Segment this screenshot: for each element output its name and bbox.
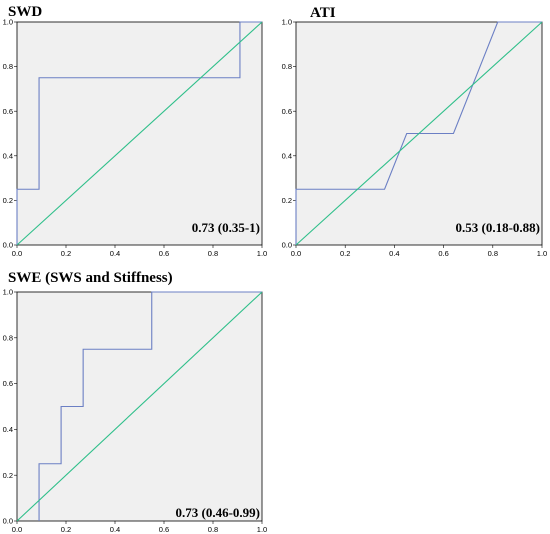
roc-curve bbox=[38, 291, 262, 521]
reference-diagonal bbox=[16, 291, 263, 522]
panel-title: SWD bbox=[8, 4, 42, 20]
auc-annotation: 0.53 (0.18-0.88) bbox=[456, 220, 541, 235]
x-tick-label: 0.0 bbox=[12, 525, 22, 534]
panel-title: SWE (SWS and Stiffness) bbox=[8, 270, 173, 286]
x-tick-label: 0.2 bbox=[340, 249, 350, 258]
roc-panel-3: 0.0 0.2 0.4 0.6 0.8 1.0 0.0 0.2 0.4 0.6 0.8 1.0 SWE … bbox=[3, 270, 268, 534]
roc-panel-1: 0.0 0.2 0.4 0.6 0.8 1.00.00.20.40.60.81.0SWD0… bbox=[3, 4, 268, 258]
y-tick-label: 0.0 bbox=[3, 241, 13, 250]
x-tick-label: 0.0 bbox=[291, 249, 301, 258]
y-tick-label: 1.0 bbox=[282, 18, 292, 27]
reference-diagonal bbox=[16, 21, 263, 246]
y-tick-label: 0.8 bbox=[3, 333, 13, 342]
auc-annotation: 0.73 (0.35-1) bbox=[192, 220, 260, 235]
x-tick-label: 0.0 bbox=[12, 249, 22, 258]
x-tick-label: 1.0 bbox=[537, 249, 547, 258]
y-tick-label: 0.4 bbox=[282, 151, 292, 160]
x-tick-label: 0.2 bbox=[61, 249, 71, 258]
y-tick-label: 0.6 bbox=[3, 379, 13, 388]
y-tick-label: 0.6 bbox=[3, 107, 13, 116]
x-tick-label: 0.4 bbox=[389, 249, 399, 258]
y-tick-label: 0.4 bbox=[3, 151, 13, 160]
x-tick-label: 0.2 bbox=[61, 525, 71, 534]
x-tick-label: 0.6 bbox=[159, 525, 169, 534]
y-tick-label: 0.8 bbox=[3, 62, 13, 71]
roc-curve bbox=[295, 21, 542, 245]
x-tick-label: 0.8 bbox=[488, 249, 498, 258]
x-tick-label: 1.0 bbox=[257, 525, 267, 534]
y-tick-label: 0.0 bbox=[282, 241, 292, 250]
roc-panel-2: 0.0 0.2 0.4 0.6 0.8 1.0 0.0 0.2 0.4 0.6 0.8 1.0 ATI 0… bbox=[282, 5, 548, 258]
auc-annotation: 0.73 (0.46-0.99) bbox=[176, 505, 261, 520]
y-tick-label: 0.4 bbox=[3, 425, 13, 434]
y-tick-label: 0.2 bbox=[3, 196, 13, 205]
y-tick-label: 1.0 bbox=[3, 18, 13, 27]
y-tick-label: 1.0 bbox=[3, 288, 13, 297]
x-tick-label: 0.4 bbox=[110, 525, 120, 534]
y-tick-label: 0.6 bbox=[282, 107, 292, 116]
reference-diagonal bbox=[295, 21, 543, 246]
x-tick-label: 0.8 bbox=[208, 249, 218, 258]
panel-title: ATI bbox=[310, 5, 336, 21]
x-tick-label: 1.0 bbox=[257, 249, 267, 258]
x-tick-label: 0.6 bbox=[438, 249, 448, 258]
y-tick-label: 0.2 bbox=[3, 471, 13, 480]
y-tick-label: 0.8 bbox=[282, 62, 292, 71]
roc-curve bbox=[16, 21, 262, 245]
x-tick-label: 0.8 bbox=[208, 525, 218, 534]
y-tick-label: 0.0 bbox=[3, 517, 13, 526]
y-tick-label: 0.2 bbox=[282, 196, 292, 205]
x-tick-label: 0.4 bbox=[110, 249, 120, 258]
x-tick-label: 0.6 bbox=[159, 249, 169, 258]
